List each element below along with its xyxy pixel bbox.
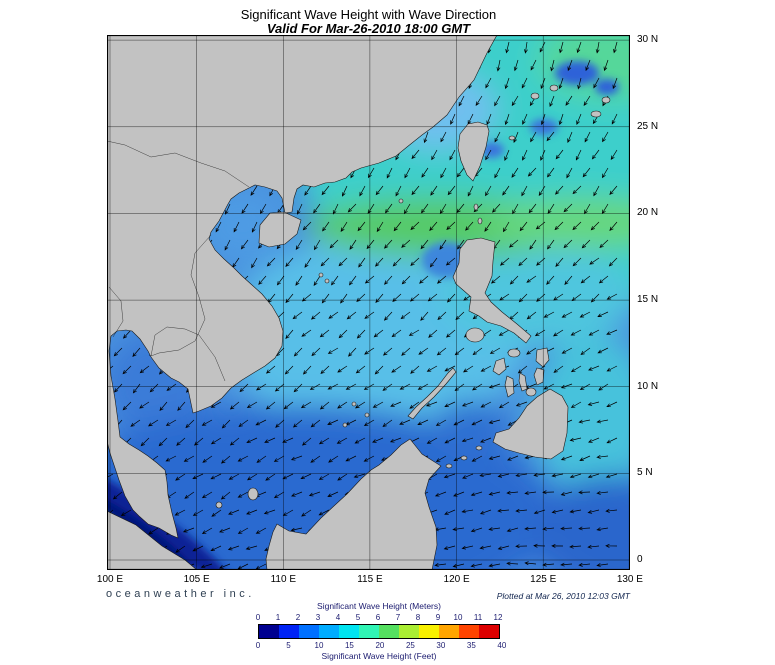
colorbar-feet-value: 15 bbox=[344, 641, 354, 650]
colorbar-meter-value: 2 bbox=[295, 613, 301, 622]
land-ryukyu-1 bbox=[530, 92, 540, 100]
lon-tick-label: 110 E bbox=[270, 574, 296, 585]
land-natuna bbox=[247, 487, 259, 501]
chart-subtitle: Valid For Mar-26-2010 18:00 GMT bbox=[266, 21, 471, 36]
land-anambas bbox=[215, 501, 223, 509]
chart-title: Significant Wave Height with Wave Direct… bbox=[240, 7, 497, 22]
colorbar-segment bbox=[479, 625, 499, 638]
colorbar-meter-value: 9 bbox=[435, 613, 441, 622]
colorbar-meter-value: 11 bbox=[473, 613, 483, 622]
lat-tick-label: 0 bbox=[637, 554, 643, 565]
country-borders bbox=[107, 140, 250, 382]
lon-tick-label: 130 E bbox=[616, 574, 643, 585]
colorbar-meter-value: 0 bbox=[255, 613, 261, 622]
land-leyte bbox=[533, 367, 545, 386]
colorbar-feet-value: 40 bbox=[497, 641, 507, 650]
colorbar-feet-value: 30 bbox=[436, 641, 446, 650]
colorbar-meter-value: 8 bbox=[415, 613, 421, 622]
colorbar-feet-value: 35 bbox=[466, 641, 476, 650]
map-canvas bbox=[107, 35, 630, 570]
lon-tick-label: 100 E bbox=[96, 574, 124, 585]
land-batanes-1 bbox=[473, 203, 479, 211]
land-sulu-3 bbox=[445, 463, 453, 469]
colorbar-segment bbox=[379, 625, 399, 638]
colorbar-segment bbox=[359, 625, 379, 638]
colorbar-meter-value: 5 bbox=[355, 613, 361, 622]
land-borneo bbox=[265, 438, 442, 570]
lat-tick-label: 15 N bbox=[637, 294, 659, 306]
colorbar-feet-value: 0 bbox=[255, 641, 261, 650]
lon-tick-label: 115 E bbox=[357, 574, 383, 585]
colorbar-segment bbox=[439, 625, 459, 638]
colorbar-segment bbox=[299, 625, 319, 638]
lon-tick-label: 120 E bbox=[443, 574, 470, 585]
colorbar-feet-value: 10 bbox=[314, 641, 324, 650]
colorbar-title-meters: Significant Wave Height (Meters) bbox=[317, 601, 441, 611]
land-ryukyu-5 bbox=[508, 135, 516, 141]
land-sulu-1 bbox=[475, 445, 483, 451]
lat-tick-label: 20 N bbox=[637, 207, 659, 219]
colorbar-feet-value: 20 bbox=[375, 641, 385, 650]
colorbar-feet-value: 25 bbox=[405, 641, 415, 650]
colorbar-segment bbox=[399, 625, 419, 638]
colorbar-meter-value: 12 bbox=[493, 613, 503, 622]
land-mindanao bbox=[492, 388, 569, 460]
land-palawan bbox=[407, 367, 457, 420]
land-spratly-3 bbox=[342, 422, 348, 428]
colorbar-meter-value: 6 bbox=[375, 613, 381, 622]
land-ryukyu-4 bbox=[601, 96, 611, 104]
map-frame bbox=[107, 35, 630, 570]
colorbar-title-feet: Significant Wave Height (Feet) bbox=[321, 651, 437, 661]
land-mainland-asia bbox=[107, 35, 498, 539]
land-ryukyu-3 bbox=[590, 110, 602, 118]
land-panay bbox=[492, 357, 507, 376]
land-masbate bbox=[507, 348, 521, 358]
plotted-timestamp: Plotted at Mar 26, 2010 12:03 GMT bbox=[496, 591, 630, 601]
colorbar-segment bbox=[459, 625, 479, 638]
land-paracel-1 bbox=[318, 272, 324, 278]
colorbar bbox=[258, 624, 500, 639]
colorbar-segment bbox=[259, 625, 279, 638]
colorbar-meter-value: 10 bbox=[453, 613, 463, 622]
oceanweather-logo: oceanweather inc. bbox=[106, 588, 255, 600]
colorbar-segment bbox=[279, 625, 299, 638]
colorbar-meter-value: 4 bbox=[335, 613, 341, 622]
colorbar-meter-value: 1 bbox=[275, 613, 281, 622]
land-taiwan bbox=[457, 121, 490, 182]
colorbar-segment bbox=[419, 625, 439, 638]
lon-tick-label: 125 E bbox=[530, 574, 557, 585]
colorbar-meter-value: 7 bbox=[395, 613, 401, 622]
land-bohol bbox=[525, 387, 537, 397]
colorbar-feet-value: 5 bbox=[286, 641, 291, 650]
land-hainan bbox=[258, 211, 302, 248]
lat-tick-label: 5 N bbox=[637, 467, 653, 479]
land-samar bbox=[535, 347, 550, 368]
lat-tick-label: 10 N bbox=[637, 380, 659, 392]
colorbar-meter-value: 3 bbox=[315, 613, 321, 622]
land-sulu-2 bbox=[460, 455, 468, 461]
lon-tick-label: 105 E bbox=[183, 574, 210, 585]
lat-tick-label: 25 N bbox=[637, 120, 659, 132]
colorbar-segment bbox=[319, 625, 339, 638]
land-mindoro bbox=[465, 327, 485, 343]
land-paracel-2 bbox=[324, 278, 330, 284]
lat-tick-label: 30 N bbox=[637, 34, 659, 46]
land-spratly-1 bbox=[351, 401, 357, 407]
land-spratly-2 bbox=[364, 412, 370, 418]
colorbar-segment bbox=[339, 625, 359, 638]
land-batanes-2 bbox=[477, 217, 483, 225]
land-pratas bbox=[398, 198, 404, 204]
land-luzon bbox=[452, 237, 532, 344]
land-ryukyu-2 bbox=[549, 84, 559, 92]
land-masses bbox=[107, 35, 611, 570]
